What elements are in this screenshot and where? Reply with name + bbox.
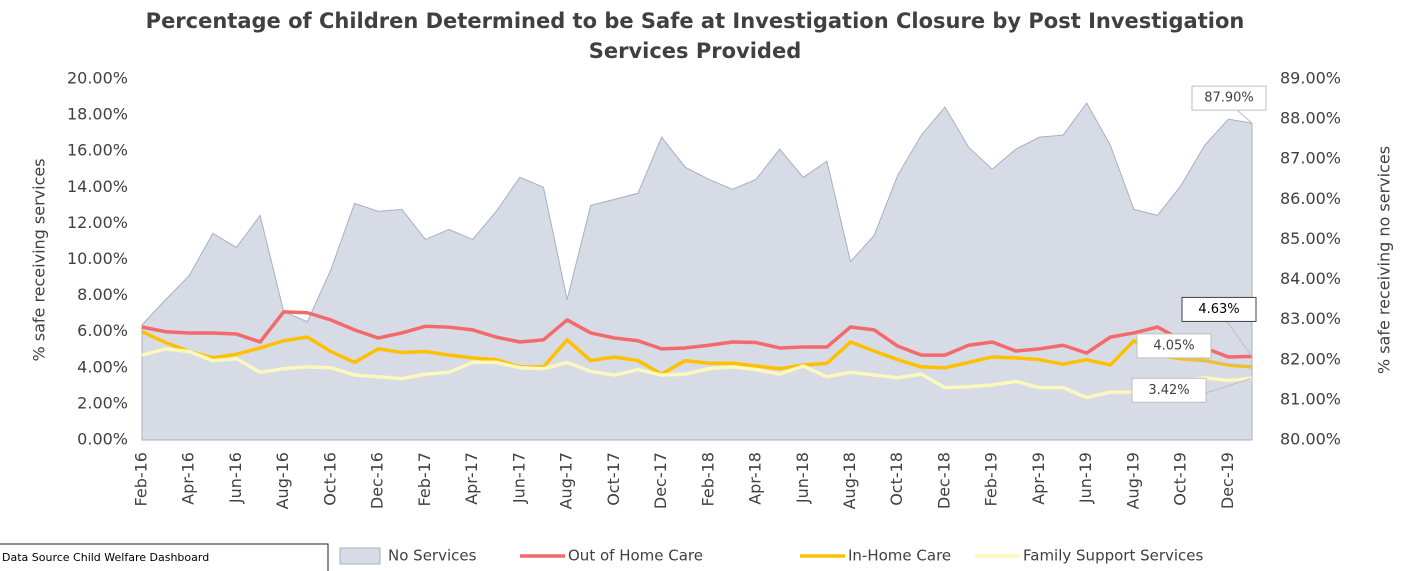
y2-tick-label: 80.00% [1280,430,1341,449]
legend-label: No Services [388,547,477,565]
y-tick-label: 4.00% [77,357,128,376]
y2-tick-label: 87.00% [1280,149,1341,168]
data-label: 3.42% [1148,383,1189,398]
x-tick-label: Oct-18 [887,452,906,506]
callout-leader [1181,357,1253,368]
line [141,310,1253,359]
x-tick-label: Oct-16 [320,452,339,506]
y2-tick-label: 81.00% [1280,389,1341,408]
x-tick-label: Feb-18 [698,452,717,506]
x-tick-label: Dec-17 [651,452,670,509]
x-tick-label: Apr-16 [179,452,198,505]
y2-tick-label: 86.00% [1280,189,1341,208]
y-tick-label: 10.00% [67,249,128,268]
y-tick-label: 8.00% [77,285,128,304]
y-tick-label: 2.00% [77,393,128,412]
line [141,347,1253,400]
y2-tick-label: 84.00% [1280,269,1341,288]
y2-tick-label: 82.00% [1280,349,1341,368]
legend-swatch [339,547,381,565]
y-tick-label: 20.00% [67,69,128,88]
callout-leader [1236,109,1253,124]
annotation: Data Source Child Welfare Dashboard [2,551,209,564]
x-tick-label: Apr-19 [1029,452,1048,505]
x-tick-label: Dec-19 [1218,452,1237,509]
callout-box [1191,85,1267,111]
x-tick-label: Aug-19 [1123,452,1142,509]
y-tick-label: 6.00% [77,321,128,340]
x-tick-label: Apr-17 [462,452,481,505]
x-tick-label: Feb-16 [132,452,151,506]
x-tick-label: Jun-17 [509,452,528,504]
y2-tick-label: 89.00% [1280,69,1341,88]
x-tick-label: Dec-16 [368,452,387,509]
data-label: 87.90% [1204,91,1254,106]
chart-title: Percentage of Children Determined to be … [145,9,1245,63]
annotation-box [0,543,329,571]
legend-label: In-Home Care [848,547,951,565]
y2-tick-label: 85.00% [1280,229,1341,248]
y2-axis-title: % safe receiving no services [1375,146,1394,374]
x-tick-label: Oct-17 [604,452,623,506]
callout-leader [1226,321,1253,357]
legend-label: Family Support Services [1023,547,1204,565]
x-tick-label: Jun-16 [226,452,245,504]
data-label: 4.05% [1153,338,1194,353]
x-tick-label: Feb-19 [982,452,1001,506]
data-label: 4.63% [1198,302,1239,317]
y2-tick-label: 88.00% [1280,109,1341,128]
y-tick-label: 18.00% [67,105,128,124]
legend-label: Out of Home Care [568,547,703,565]
y-tick-label: 0.00% [77,430,128,449]
y-tick-label: 12.00% [67,213,128,232]
callout-box [1181,296,1257,322]
y-tick-label: 14.00% [67,177,128,196]
x-tick-label: Dec-18 [934,452,953,509]
y-tick-label: 16.00% [67,141,128,160]
line [141,330,1253,376]
y2-tick-label: 83.00% [1280,309,1341,328]
x-tick-label: Oct-19 [1171,452,1190,506]
x-tick-label: Aug-16 [273,452,292,509]
x-tick-label: Aug-17 [557,452,576,509]
callout-box [1131,377,1207,403]
x-tick-label: Apr-18 [746,452,765,505]
x-tick-label: Aug-18 [840,452,859,509]
x-tick-label: Feb-17 [415,452,434,506]
y-axis-title: % safe receiving services [30,158,49,361]
callout-box [1136,333,1212,359]
x-tick-label: Jun-18 [793,452,812,504]
x-tick-label: Jun-19 [1076,452,1095,504]
area [141,102,1253,441]
